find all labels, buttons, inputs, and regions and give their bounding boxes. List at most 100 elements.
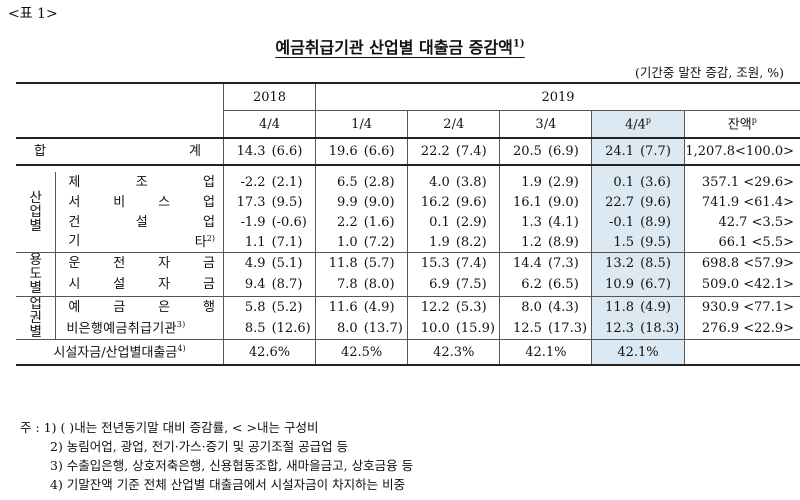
- label-char: 비: [113, 194, 126, 210]
- cell-rate: (12.6): [268, 317, 317, 341]
- cell-value-q4: -0.1: [591, 212, 638, 232]
- row-nonbank-deposit: 비은행예금취급기관3) 8.5 (12.6) 8.0 (13.7) 10.0 (…: [16, 317, 800, 341]
- cell-value: 2.2: [337, 214, 358, 230]
- label-char: 기: [68, 233, 81, 249]
- cell-rate: (17.3): [544, 317, 592, 341]
- cell-rate: (9.0): [360, 192, 409, 212]
- cell-balance: 930.9 <77.1>: [701, 299, 794, 315]
- cell-rate: (2.8): [360, 172, 409, 192]
- cell-value: 8.5: [223, 317, 269, 341]
- cell-value: 12.2: [420, 299, 450, 315]
- cell-value: 1.9: [521, 174, 542, 190]
- header-2018-q4: 4/4: [223, 110, 317, 138]
- header-2019-q4: 4/4p: [591, 110, 685, 138]
- cell-rate-q4: (9.6): [637, 192, 685, 212]
- label-char: 제: [68, 174, 81, 190]
- footnotes: 주 : 1) ( )내는 전년동기말 대비 증감률, < >내는 구성비 2) …: [20, 418, 413, 494]
- cell-rate-q4: (18.3): [637, 317, 685, 341]
- cell-rate: (7.5): [452, 274, 501, 297]
- cell-share: 42.5%: [315, 339, 409, 367]
- header-q4-prelim-mark: p: [645, 115, 652, 125]
- cell-balance: 357.1 <29.6>: [701, 174, 794, 190]
- cell-rate-q4: (9.5): [637, 232, 685, 253]
- group-usage: 용 도 별: [16, 252, 57, 297]
- group-usage-char: 도: [29, 266, 42, 283]
- cell-share: 42.1%: [499, 339, 592, 367]
- cell-rate: (8.0): [360, 274, 409, 297]
- label-char: 금: [202, 277, 215, 293]
- group-usage-char: 별: [29, 280, 42, 297]
- cell-value: 0.1: [429, 214, 450, 230]
- cell-balance: 66.1 <5.5>: [684, 232, 800, 253]
- group-usage-char: 용: [29, 252, 42, 268]
- cell-rate: (2.1): [268, 172, 317, 192]
- cell-rate: (2.9): [547, 174, 579, 190]
- header-row-quarter: 4/4 1/4 2/4 3/4 4/4p 잔액p: [16, 110, 800, 139]
- cell-rate: (9.5): [268, 192, 317, 212]
- footnote-4: 4) 기말잔액 기준 전체 산업별 대출금에서 시설자금이 차지하는 비중: [50, 477, 406, 492]
- cell-value: 15.3: [420, 256, 450, 272]
- cell-rate: (6.6): [268, 137, 317, 166]
- cell-value: 9.9: [337, 194, 358, 210]
- row-label: 시설자금/산업별대출금4): [16, 339, 224, 367]
- cell-value-q4: 12.3: [591, 317, 638, 341]
- cell-share-q4: 42.1%: [591, 339, 685, 367]
- cell-rate: (1.6): [360, 212, 409, 232]
- group-industry-char: 별: [29, 218, 42, 235]
- footnote-mark: 4): [177, 343, 186, 353]
- cell-rate: (9.0): [547, 194, 579, 210]
- footnote-mark: 3): [176, 320, 186, 330]
- cell-value: 22.2: [407, 137, 453, 166]
- cell-value: 6.5: [337, 174, 358, 190]
- cell-rate: (7.4): [452, 252, 501, 275]
- group-sector-char: 별: [29, 323, 42, 340]
- cell-value: 14.4: [513, 256, 542, 272]
- cell-value-q4: 11.8: [591, 296, 638, 318]
- header-2018: 2018: [223, 82, 317, 111]
- table-tag: <표 1>: [8, 6, 58, 22]
- cell-rate: (13.7): [360, 317, 409, 341]
- cell-value: 4.0: [429, 174, 450, 190]
- cell-value: 8.0: [315, 317, 361, 341]
- cell-value: 11.8: [328, 256, 358, 272]
- header-balance-label: 잔액: [727, 117, 752, 133]
- cell-rate: (4.9): [360, 296, 409, 318]
- cell-rate: (6.9): [544, 137, 592, 166]
- cell-balance-empty: [684, 339, 800, 367]
- cell-rate-q4: (6.7): [637, 274, 685, 297]
- label-char: 조: [135, 174, 148, 190]
- cell-rate: (5.7): [360, 252, 409, 275]
- footnote-1: 주 : 1) ( )내는 전년동기말 대비 증감률, < >내는 구성비: [20, 420, 319, 435]
- label-char: 전: [113, 256, 126, 272]
- gap-row: [16, 165, 800, 172]
- cell-share: 42.3%: [407, 339, 501, 367]
- cell-value: -2.2: [240, 174, 266, 190]
- label-char: 은: [158, 299, 171, 315]
- cell-value: 17.3: [236, 194, 266, 210]
- label-char: 자: [158, 256, 171, 272]
- cell-value: 1.2: [499, 232, 545, 253]
- label-text: 시설자금/산업별대출금: [53, 345, 178, 361]
- cell-value: 20.5: [499, 137, 545, 166]
- label-char: 업: [202, 214, 215, 230]
- cell-balance: 698.8 <57.9>: [701, 256, 794, 272]
- header-balance: 잔액p: [684, 111, 800, 139]
- cell-balance: 276.9 <22.9>: [684, 317, 800, 341]
- row-others: 기 타2) 1.1 (7.1) 1.0 (7.2) 1.9 (8.2) 1.2 (…: [16, 232, 800, 253]
- cell-rate: (3.8): [452, 172, 501, 192]
- table-title-text: 예금취급기관 산업별 대출금 증감액: [275, 38, 513, 57]
- header-2019-q3: 3/4: [535, 116, 557, 132]
- cell-rate: (7.1): [268, 232, 317, 253]
- cell-value: 12.5: [499, 317, 545, 341]
- total-label-char: 합: [34, 144, 46, 159]
- cell-value-q4: 13.2: [591, 252, 638, 275]
